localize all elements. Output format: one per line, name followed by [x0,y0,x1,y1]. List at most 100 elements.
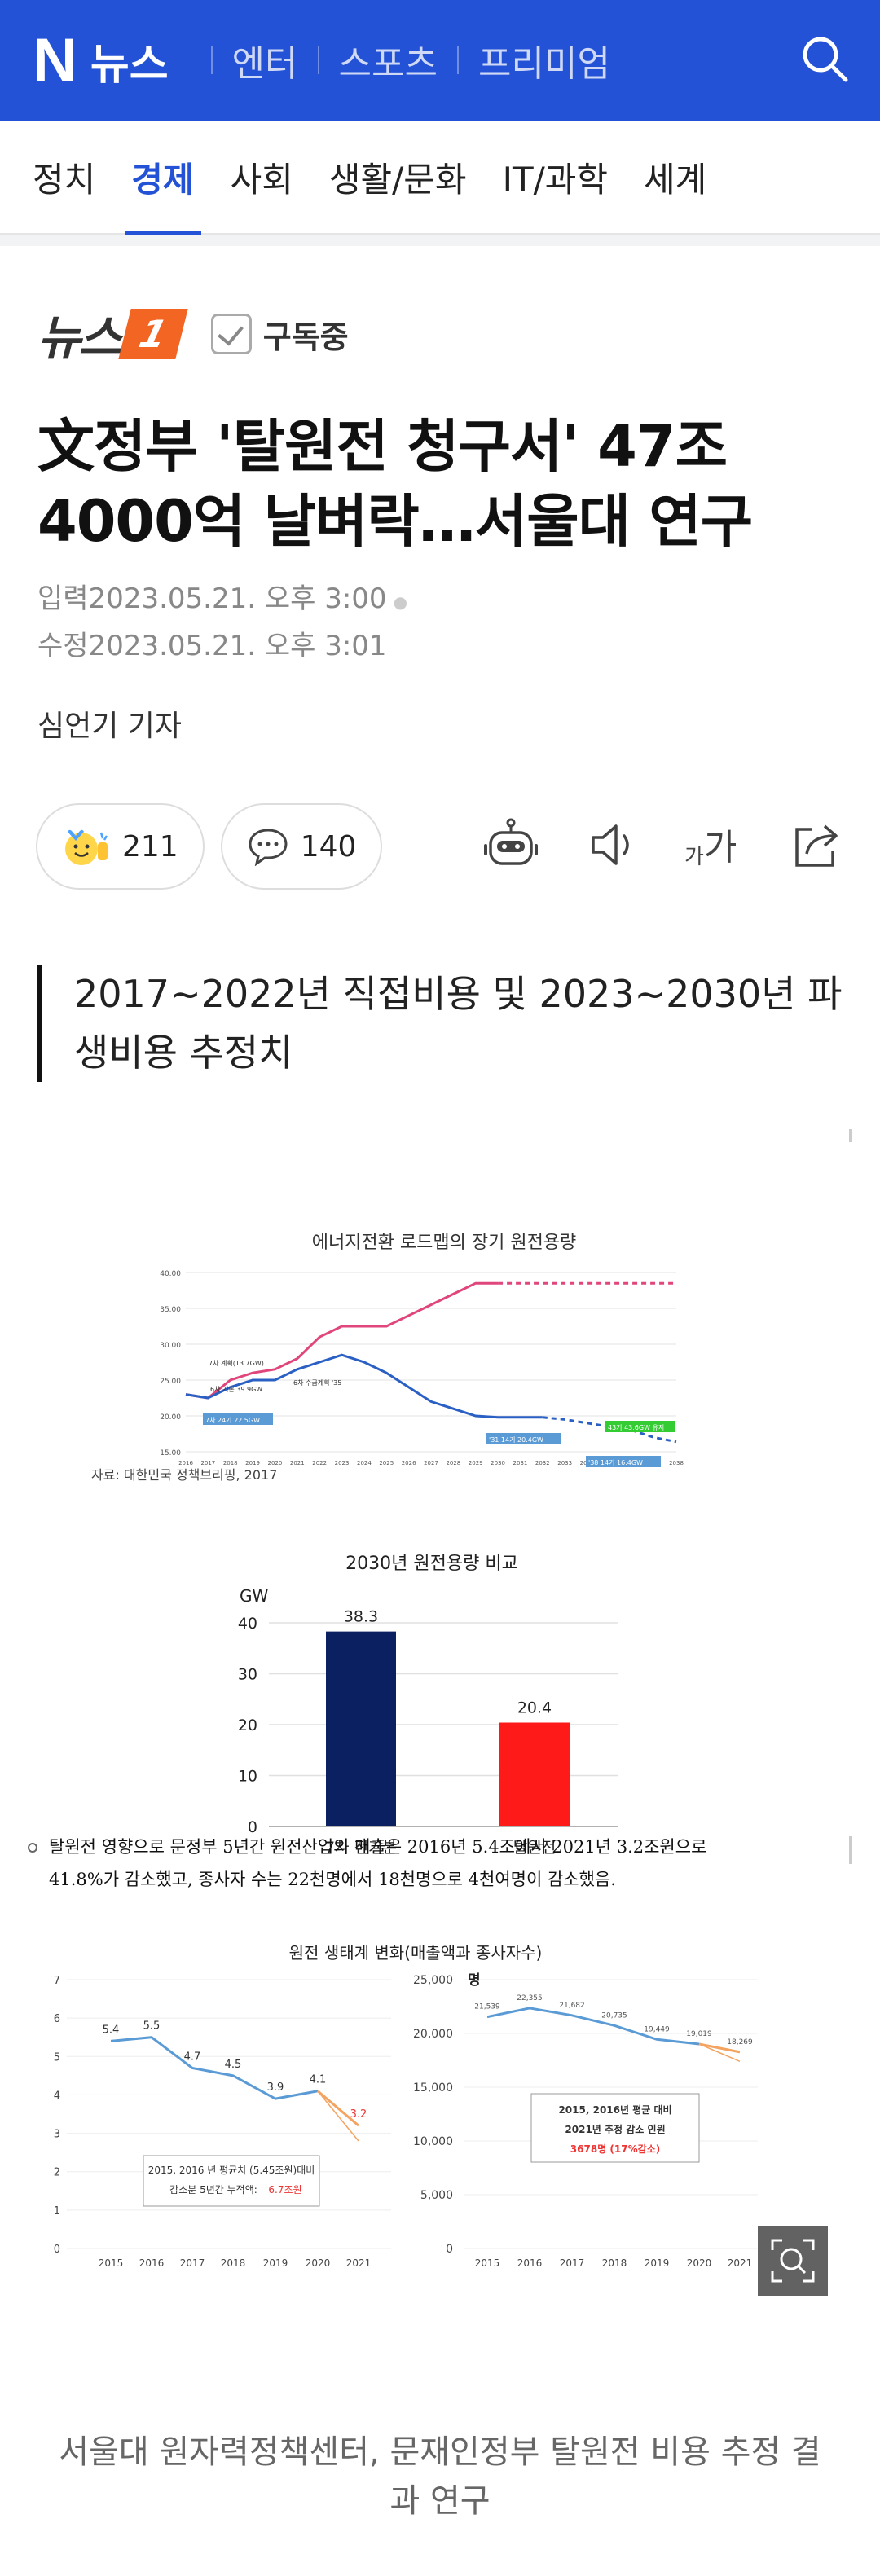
x-tick-label: 2017 [560,2257,585,2269]
data-label: 38.3 [344,1608,378,1626]
zoom-icon [771,2239,815,2283]
annotation-tag: 7차 계획(13.7GW) [209,1359,264,1367]
top-nav-sports[interactable]: 스포츠 [338,43,438,85]
sales-line [110,2036,319,2100]
annotation-tag-bg [203,1413,273,1425]
y-tick-label: 0 [248,1818,257,1836]
divider [317,46,319,74]
bar-1 [326,1631,396,1826]
y-tick-label: 7 [54,1975,60,1987]
sales-projection [317,2090,359,2127]
series-line-plan_red [185,1281,499,1400]
y-tick-label: 5 [54,2051,60,2064]
tab-economy[interactable]: 경제 [125,121,201,235]
category-label: 탈원전 [513,1839,556,1857]
y-tick-label: 20.00 [160,1413,181,1422]
naver-logo[interactable]: N [33,25,77,95]
news-logo-text[interactable]: 뉴스 [90,40,169,90]
bar-2 [499,1722,570,1826]
comment-button[interactable]: 140 [220,803,383,890]
sales-note-2: 감소분 5년간 누적액: [169,2184,257,2196]
data-label: 22,355 [517,1994,543,2002]
article-figure[interactable]: 에너지전환 로드맵의 장기 원전용량 15.00 20.00 25.00 30.00 3… [0,1126,880,2576]
category-nav: 정치 경제 사회 생활/문화 IT/과학 세계 [0,121,880,235]
subscribe-label: 구독중 [262,319,349,355]
x-tick-label: 2020 [306,2257,331,2269]
data-label: 20.4 [517,1699,552,1717]
section-gap [0,235,880,246]
sales-note-box [143,2155,320,2207]
subscribe-button[interactable]: 구독중 [210,312,349,357]
sales-note-3: 6.7조원 [268,2184,301,2196]
x-tick-label: 2015 [99,2257,124,2269]
tab-life-culture[interactable]: 생활/문화 [328,159,467,200]
x-tick-label: 2026 [402,1460,416,1466]
figure-image: 에너지전환 로드맵의 장기 원전용량 15.00 20.00 25.00 30.00 3… [28,1129,852,2269]
workers-note-3: 3678명 (17%감소) [570,2143,660,2155]
y-tick-label: 4 [54,2090,60,2102]
robot-summary-icon[interactable] [482,816,539,873]
y-tick-label: 20,000 [413,2028,453,2041]
x-tick-label: 2024 [357,1460,372,1466]
x-tick-label: 2030 [491,1460,505,1466]
share-icon[interactable] [787,816,844,873]
data-label: 3.9 [267,2081,284,2094]
data-label: 18,269 [727,2038,753,2046]
x-tick-label: 2016 [139,2257,165,2269]
data-label: 19,449 [644,2025,670,2033]
input-date: 입력2023.05.21. 오후 3:00 ● [37,582,408,615]
annotation-tag-bg [486,1433,561,1444]
workers-line [486,2007,700,2046]
x-tick-label: 2018 [221,2257,246,2269]
data-label: 5.5 [143,2020,161,2033]
y-tick-label: 15.00 [160,1449,181,1457]
x-tick-label: 2028 [446,1460,460,1466]
workers-projection [698,2042,741,2054]
annotation-tag: '38 14기 16.4GW [588,1459,643,1466]
y-tick-label: 35.00 [160,1306,181,1314]
article-title: 文정부 '탈원전 청구서' 47조4000억 날벼락…서울대 연구 [37,413,753,555]
y-tick-label: 40.00 [160,1270,181,1278]
press-logo-badge: 1 [118,309,188,359]
workers-projection-low [698,2043,741,2063]
press-logo[interactable]: 뉴스 1 [37,300,188,368]
tab-politics[interactable]: 정치 [33,159,96,200]
x-tick-label: 2027 [424,1460,438,1466]
workers-note-box [530,2093,700,2163]
x-tick-label: 2020 [687,2257,712,2269]
top-nav-premium[interactable]: 프리미엄 [478,43,610,85]
x-tick-label: 2015 [475,2257,500,2269]
x-tick-label: 2016 [178,1460,193,1466]
annotation-tag: 7차 24기 22.5GW [205,1417,260,1424]
annotation-tag: 6차 수급계획 '35 [293,1378,341,1387]
top-nav: 엔터 스포츠 프리미엄 [191,34,610,86]
x-tick-label: 2020 [268,1460,283,1466]
image-zoom-button[interactable] [758,2226,828,2296]
annotation-tag: 43기 43.6GW 유지 [608,1424,664,1431]
top-nav-entertainment[interactable]: 엔터 [231,43,298,85]
data-label: 19,019 [686,2030,712,2038]
y-tick-label: 6 [54,2013,60,2025]
sales-projection-low [317,2090,359,2142]
press-logo-text: 뉴스 [37,312,122,365]
tab-society[interactable]: 사회 [230,159,293,200]
font-size-large-glyph: 가 [703,827,737,868]
bar-chart-title: 2030년 원전용량 비교 [345,1554,518,1574]
bar-chart: 0 10 20 30 40 38.3 7차 전기본 20.4 탈원전 [238,1608,618,1857]
data-label: 5.4 [103,2024,120,2036]
reaction-button[interactable]: 211 [36,803,205,890]
y-tick-label: 1 [54,2205,60,2218]
workers-line-chart: 0 5,000 10,000 15,000 20,000 25,000 명 21,539 201… [413,1972,758,2269]
tab-it-science[interactable]: IT/과학 [502,159,609,200]
speaker-icon[interactable] [587,816,644,873]
x-tick-label: 2019 [245,1460,260,1466]
workers-unit: 명 [468,1972,481,1989]
divider [210,46,213,74]
data-label: 3.2 [350,2108,367,2121]
y-tick-label: 30 [238,1666,257,1684]
tab-world[interactable]: 세계 [644,159,707,200]
workers-note-2: 2021년 추정 감소 인원 [565,2123,665,2135]
reporter-name[interactable]: 심언기 기자 [37,710,183,743]
search-icon[interactable] [799,33,851,85]
